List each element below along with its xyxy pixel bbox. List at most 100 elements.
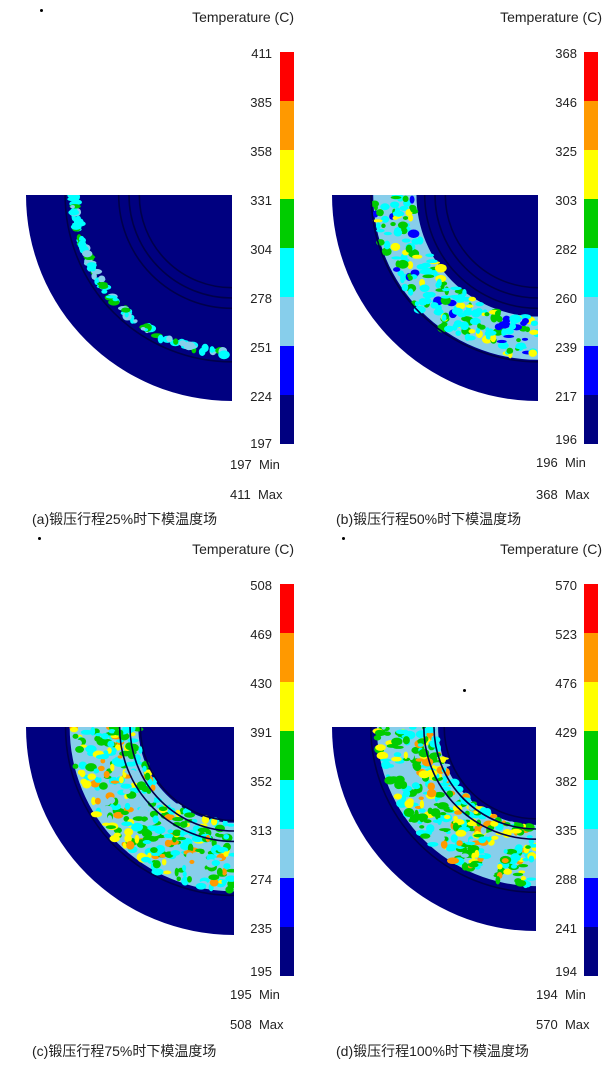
temperature-speck: [484, 807, 492, 817]
temperature-speck: [477, 854, 487, 859]
tick-label: 430: [250, 676, 272, 691]
temperature-speck: [77, 240, 86, 250]
die-groove: [423, 195, 538, 310]
temperature-speck: [407, 261, 414, 270]
temperature-speck: [413, 305, 426, 314]
temperature-speck: [166, 335, 173, 343]
temperature-speck: [96, 737, 107, 746]
tick-label: 197: [250, 436, 272, 451]
temperature-speck: [509, 314, 522, 324]
temperature-speck: [208, 874, 220, 881]
panel-b: Temperature (C) 368 346 325 303 282 260 …: [306, 0, 612, 532]
temperature-speck: [443, 325, 454, 333]
temperature-speck: [170, 803, 183, 809]
temperature-speck: [393, 793, 403, 800]
temperature-speck: [206, 853, 217, 862]
temperature-speck: [70, 204, 75, 209]
temperature-speck: [478, 836, 487, 844]
temperature-speck: [118, 776, 124, 784]
temperature-speck: [469, 317, 481, 326]
color-scale-segment: [280, 633, 294, 682]
temperature-speck: [475, 302, 484, 307]
temperature-speck: [124, 802, 131, 810]
tick-label: 382: [555, 774, 577, 789]
temperature-speck: [186, 852, 194, 860]
panel-a: Temperature (C) 411 385 358 331 304 278 …: [0, 0, 306, 532]
temperature-speck: [72, 222, 79, 226]
temperature-speck: [105, 295, 117, 299]
temperature-speck: [409, 204, 417, 213]
color-scale-segment: [280, 199, 294, 248]
temperature-speck: [375, 222, 381, 230]
temperature-speck: [212, 844, 221, 851]
temperature-speck: [529, 871, 535, 875]
panel-c: Temperature (C) 508 469 430 391 352 313 …: [0, 532, 306, 1064]
color-scale-bar: [280, 584, 294, 976]
temperature-speck: [490, 820, 499, 827]
temperature-speck: [158, 806, 168, 812]
temperature-speck: [392, 210, 405, 217]
temperature-speck: [528, 839, 534, 845]
temperature-speck: [155, 844, 166, 854]
temperature-field-plot-c: [26, 727, 234, 935]
temperature-speck: [214, 857, 223, 861]
temperature-speck: [222, 819, 228, 827]
temperature-speck: [211, 818, 218, 826]
temperature-speck: [491, 835, 499, 840]
temperature-speck: [124, 834, 132, 843]
temperature-speck: [152, 860, 161, 869]
temperature-speck: [226, 868, 234, 873]
tick-label: 335: [555, 823, 577, 838]
tick-label: 304: [250, 242, 272, 257]
tick-label: 358: [250, 144, 272, 159]
stray-dot: [40, 9, 43, 12]
temperature-speck: [180, 829, 185, 838]
temperature-speck: [94, 776, 102, 783]
temperature-speck: [525, 845, 531, 849]
temperature-speck: [132, 816, 145, 821]
temperature-speck: [221, 352, 230, 357]
temperature-speck: [441, 321, 448, 327]
die-groove: [139, 727, 234, 822]
temperature-speck: [381, 223, 386, 228]
temperature-speck: [148, 795, 155, 804]
temperature-speck: [403, 808, 415, 817]
tick-label: 224: [250, 389, 272, 404]
temperature-speck: [391, 737, 403, 746]
temperature-speck: [94, 732, 103, 737]
tick-label: 429: [555, 725, 577, 740]
temperature-speck: [103, 750, 109, 755]
temperature-speck: [162, 870, 172, 875]
temperature-speck: [199, 849, 205, 855]
temperature-speck: [99, 782, 108, 790]
temperature-speck: [519, 314, 532, 320]
temperature-speck: [140, 856, 151, 863]
temperature-speck: [94, 797, 101, 805]
temperature-speck: [419, 284, 430, 293]
temperature-speck: [434, 263, 447, 273]
legend-title: Temperature (C): [192, 9, 294, 25]
temperature-speck: [402, 216, 409, 221]
temperature-speck: [147, 778, 153, 786]
tick-label: 385: [250, 95, 272, 110]
temperature-speck: [462, 288, 467, 297]
temperature-speck: [98, 283, 109, 290]
tick-label: 325: [555, 144, 577, 159]
temperature-speck: [383, 240, 391, 250]
temperature-speck: [503, 334, 515, 338]
min-readout: 195 Min: [230, 987, 280, 1002]
temperature-speck: [518, 864, 529, 868]
temperature-speck: [506, 347, 514, 354]
temperature-speck: [390, 222, 396, 227]
temperature-speck: [416, 813, 429, 822]
temperature-speck: [440, 295, 451, 299]
temperature-speck: [436, 278, 442, 287]
temperature-speck: [440, 756, 447, 763]
temperature-speck: [381, 760, 391, 770]
temperature-speck: [503, 849, 508, 854]
temperature-speck: [194, 852, 204, 860]
temperature-speck: [127, 738, 139, 743]
temperature-speck: [447, 857, 459, 865]
color-scale-segment: [280, 731, 294, 780]
temperature-speck: [468, 296, 477, 302]
